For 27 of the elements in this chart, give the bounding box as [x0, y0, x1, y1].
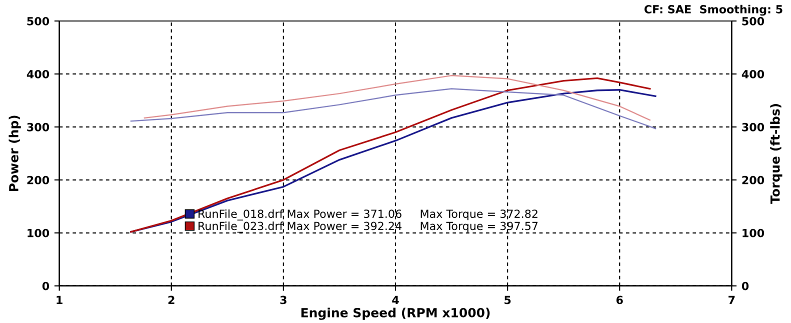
- y2-tick-label: 0: [742, 282, 749, 290]
- x-axis-title: Engine Speed (RPM x1000): [301, 308, 490, 320]
- y2-axis-title: Torque (ft-lbs): [770, 104, 782, 204]
- x-tick-label: 5: [504, 296, 511, 304]
- y2-tick-label: 400: [742, 70, 764, 78]
- legend-label: RunFile_018.drf Max Power = 371.06 Max Torque = 372.82: [198, 209, 538, 220]
- y2-tick-label: 100: [742, 228, 764, 238]
- y-tick-label: 400: [26, 70, 50, 78]
- y-axis-title: Power (hp): [8, 116, 21, 192]
- y2-tick-label: 200: [742, 176, 764, 184]
- x-tick-label: 7: [728, 296, 735, 304]
- y-tick-label: 100: [28, 228, 50, 238]
- legend-label: RunFile_023.drf Max Power = 392.24 Max Torque = 397.57: [198, 222, 538, 233]
- x-tick-label: 4: [392, 296, 399, 304]
- y-tick-label: 0: [42, 282, 50, 290]
- y-tick-label: 200: [27, 176, 50, 184]
- x-tick-label: 2: [168, 296, 174, 304]
- text: CF: SAE Smoothing: 5: [644, 4, 782, 16]
- line-series: [130, 88, 656, 130]
- x-tick-label: 6: [616, 296, 623, 304]
- x-tick-label: 1: [56, 296, 62, 304]
- y-tick-label: 500: [27, 16, 50, 26]
- y2-tick-label: 500: [742, 16, 764, 26]
- line-series: [144, 74, 650, 121]
- y-tick-label: 300: [27, 122, 50, 132]
- y2-tick-label: 300: [742, 122, 764, 132]
- x-tick-label: 3: [280, 296, 286, 304]
